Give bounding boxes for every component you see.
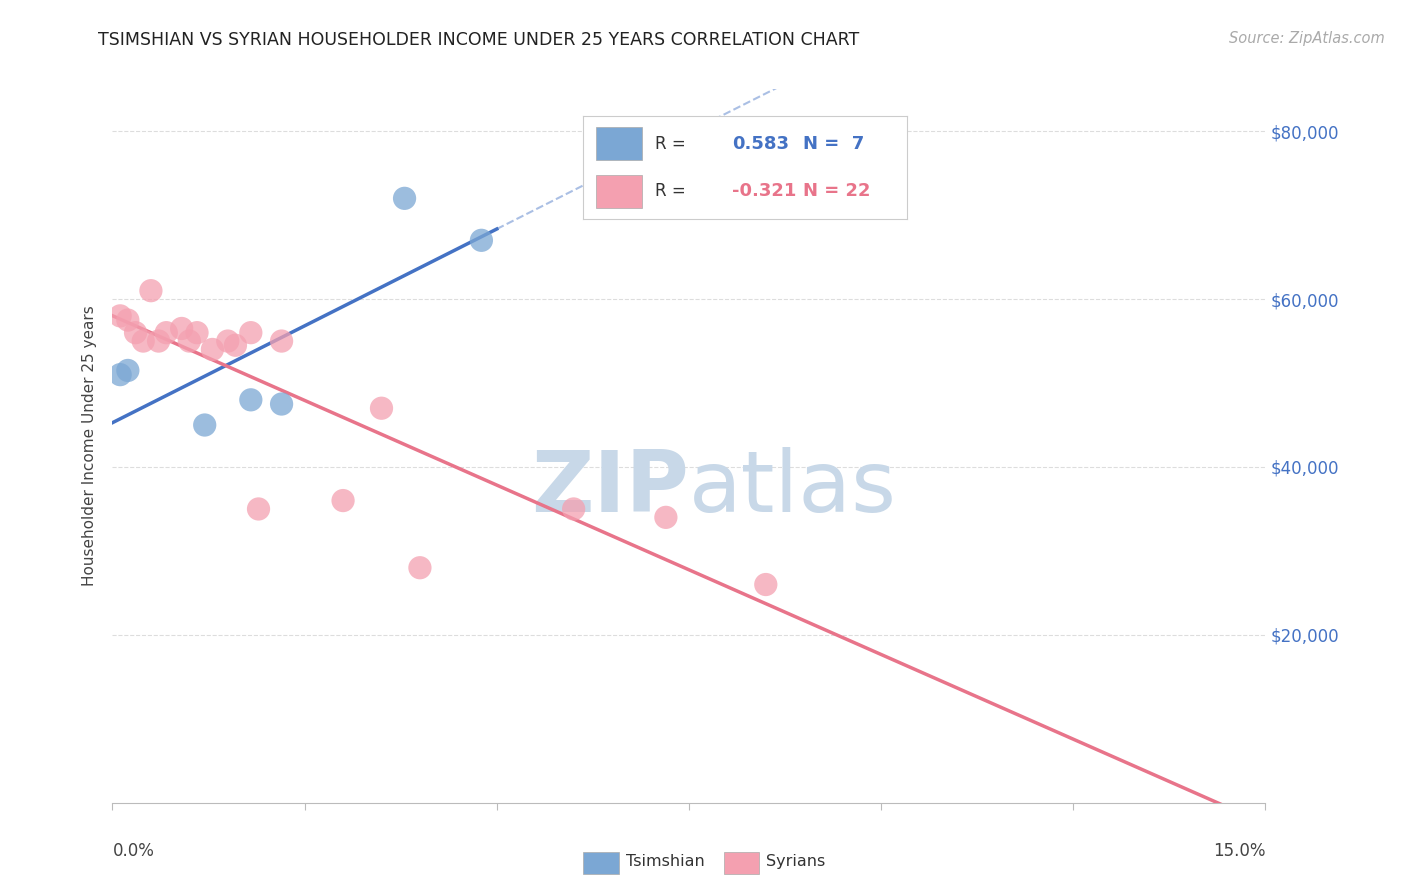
Point	[194, 417, 217, 432]
Point	[108, 309, 131, 323]
Text: TSIMSHIAN VS SYRIAN HOUSEHOLDER INCOME UNDER 25 YEARS CORRELATION CHART: TSIMSHIAN VS SYRIAN HOUSEHOLDER INCOME U…	[98, 31, 859, 49]
Point	[132, 334, 155, 348]
Point	[239, 392, 262, 407]
Text: R =: R =	[655, 135, 685, 153]
Point	[224, 338, 246, 352]
Point	[394, 191, 416, 205]
Y-axis label: Householder Income Under 25 years: Householder Income Under 25 years	[82, 306, 97, 586]
Point	[370, 401, 392, 416]
Point	[239, 326, 262, 340]
Text: ZIP: ZIP	[531, 447, 689, 531]
Text: N =  7: N = 7	[803, 135, 865, 153]
Point	[179, 334, 201, 348]
Point	[117, 363, 139, 377]
Text: Tsimshian: Tsimshian	[626, 855, 704, 869]
Point	[148, 334, 170, 348]
Text: 15.0%: 15.0%	[1213, 842, 1265, 860]
Point	[562, 502, 585, 516]
Point	[186, 326, 208, 340]
Text: Syrians: Syrians	[766, 855, 825, 869]
Point	[217, 334, 239, 348]
Text: 0.0%: 0.0%	[112, 842, 155, 860]
Point	[201, 343, 224, 357]
Point	[655, 510, 678, 524]
Text: atlas: atlas	[689, 447, 897, 531]
Point	[270, 397, 292, 411]
FancyBboxPatch shape	[596, 176, 641, 208]
Point	[108, 368, 131, 382]
Point	[755, 577, 778, 591]
Text: Source: ZipAtlas.com: Source: ZipAtlas.com	[1229, 31, 1385, 46]
Point	[247, 502, 270, 516]
Text: 0.583: 0.583	[733, 135, 789, 153]
Point	[332, 493, 354, 508]
Point	[270, 334, 292, 348]
Text: -0.321: -0.321	[733, 182, 797, 200]
Point	[117, 313, 139, 327]
Text: N = 22: N = 22	[803, 182, 870, 200]
Point	[139, 284, 162, 298]
Point	[170, 321, 193, 335]
Text: R =: R =	[655, 182, 685, 200]
Point	[124, 326, 146, 340]
Point	[470, 233, 492, 247]
FancyBboxPatch shape	[596, 128, 641, 160]
Point	[409, 560, 432, 574]
Point	[155, 326, 177, 340]
